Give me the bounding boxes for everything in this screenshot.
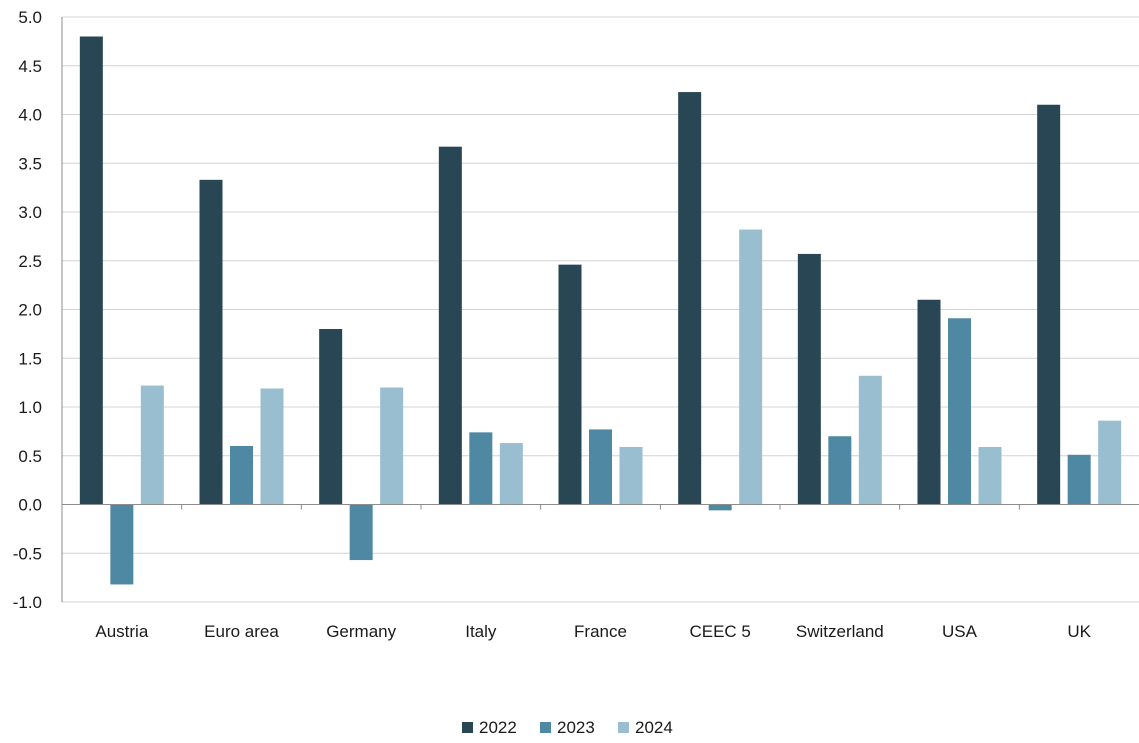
y-tick-label: 0.5 — [18, 447, 42, 466]
y-tick-label: 3.5 — [18, 154, 42, 173]
bar-2024-ceec-5 — [739, 229, 763, 505]
bar-2023-france — [589, 429, 612, 505]
bar-2022-germany — [319, 329, 343, 505]
x-tick-label: Germany — [326, 622, 396, 641]
bar-2022-usa — [917, 299, 941, 505]
y-tick-label: 4.5 — [18, 57, 42, 76]
x-tick-labels: Austria Euro area Germany Italy France CEEC 5… — [95, 622, 1091, 641]
legend-swatch-2024 — [618, 722, 629, 733]
axes — [61, 17, 1139, 602]
y-tick-labels: 5.0 4.5 4.0 3.5 3.0 2.5 2.0 1.5 1.0 0.5 0.0 -0.5 -1.… — [13, 8, 42, 612]
bar-2024-france — [619, 446, 643, 505]
bar-2023-italy — [469, 432, 493, 505]
bars — [79, 36, 1122, 585]
bar-2024-usa — [978, 446, 1002, 505]
y-tick-label: 2.5 — [18, 252, 42, 271]
x-tick-label: USA — [942, 622, 978, 641]
bar-2023-switzerland — [828, 436, 852, 505]
y-tick-label: 0.0 — [18, 496, 42, 515]
bar-2022-austria — [79, 36, 103, 505]
x-tick-label: Switzerland — [796, 622, 884, 641]
x-tick-label: Austria — [95, 622, 148, 641]
bar-2022-uk — [1037, 104, 1061, 505]
y-tick-label: 4.0 — [18, 106, 42, 125]
bar-2022-ceec-5 — [678, 92, 702, 505]
legend-label-2022: 2022 — [479, 718, 517, 737]
gridlines — [62, 16, 1139, 603]
bar-2023-austria — [110, 504, 134, 585]
bar-2023-euro-area — [230, 446, 253, 505]
y-tick-label: -1.0 — [13, 593, 42, 612]
bar-2023-uk — [1067, 454, 1091, 505]
bar-2024-austria — [140, 385, 164, 505]
bar-2024-germany — [380, 387, 404, 505]
bar-2023-ceec-5 — [708, 504, 732, 511]
bar-2024-uk — [1098, 420, 1122, 505]
bar-2022-euro-area — [199, 179, 223, 505]
x-tick-label: Euro area — [204, 622, 279, 641]
y-tick-label: 5.0 — [18, 8, 42, 27]
bar-2024-italy — [499, 443, 523, 505]
x-tick-label: Italy — [465, 622, 497, 641]
legend-label-2024: 2024 — [635, 718, 673, 737]
y-tick-label: -0.5 — [13, 544, 42, 563]
y-tick-label: 1.5 — [18, 349, 42, 368]
x-tick-label: CEEC 5 — [689, 622, 750, 641]
bar-2024-switzerland — [858, 375, 882, 505]
y-tick-label: 2.0 — [18, 301, 42, 320]
legend-label-2023: 2023 — [557, 718, 595, 737]
bar-2022-italy — [438, 146, 462, 505]
legend: 2022 2023 2024 — [462, 718, 673, 737]
bar-2023-usa — [948, 318, 971, 505]
bar-2023-germany — [349, 504, 373, 561]
x-tick-label: UK — [1067, 622, 1091, 641]
bar-2022-switzerland — [797, 253, 821, 505]
bar-2022-france — [558, 264, 582, 505]
bar-2024-euro-area — [260, 388, 284, 505]
y-tick-label: 3.0 — [18, 203, 42, 222]
x-tick-label: France — [574, 622, 627, 641]
y-tick-label: 1.0 — [18, 398, 42, 417]
legend-swatch-2022 — [462, 722, 473, 733]
legend-swatch-2023 — [540, 722, 551, 733]
